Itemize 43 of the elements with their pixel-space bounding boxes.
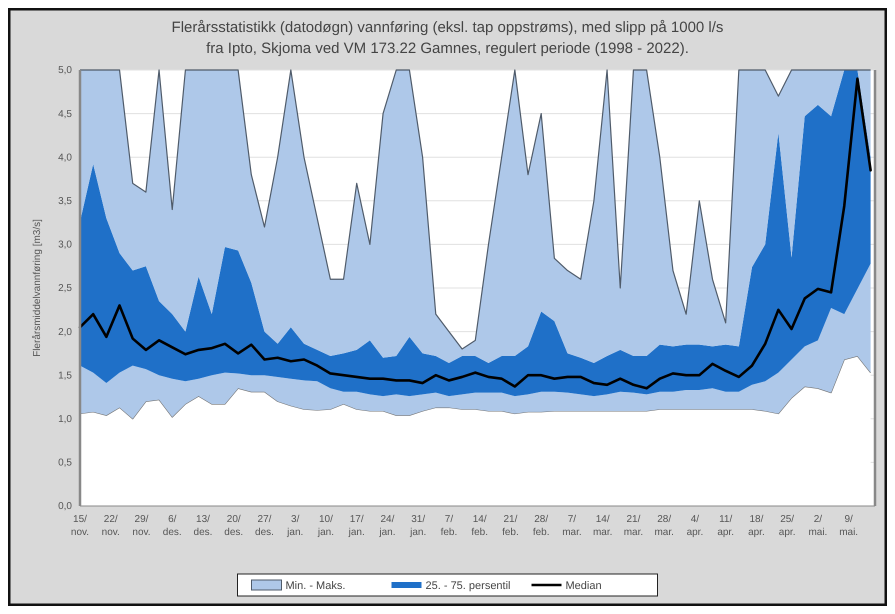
x-tick-label: 31/ jan.	[409, 514, 426, 538]
x-tick-label: 18/ apr.	[748, 514, 765, 538]
y-tick-label: 2,0	[58, 326, 72, 338]
x-tick-label: 4/ apr.	[686, 514, 704, 538]
x-tick-label: 14/ feb.	[471, 514, 488, 538]
x-tick-label: 22/ nov.	[102, 514, 120, 538]
x-tick-label: 28/ feb.	[532, 514, 550, 538]
y-tick-label: 5,0	[58, 65, 72, 76]
y-tick-label: 4,5	[58, 108, 72, 120]
x-tick-label: 21/ mar.	[624, 514, 644, 538]
y-tick-label: 4,0	[58, 152, 72, 164]
x-tick-label: 7/ feb.	[440, 514, 458, 538]
x-tick-label: 9/ mai.	[839, 514, 858, 538]
x-tick-label: 24/ jan.	[378, 514, 396, 538]
x-tick-label: 11/ apr.	[717, 514, 734, 538]
x-tick-label: 20/ des.	[224, 514, 244, 538]
y-tick-label: 1,5	[58, 370, 72, 382]
y-tick-label: 2,5	[58, 283, 72, 294]
x-tick-label: 10/ jan.	[316, 514, 334, 538]
x-tick-label: 25/ apr.	[778, 514, 796, 538]
y-tick-label: 3,5	[58, 196, 72, 207]
legend-label: 25. - 75. persentil	[426, 580, 510, 592]
x-tick-label: 6/ des.	[162, 514, 182, 538]
x-tick-label: 21/ feb.	[502, 514, 519, 538]
y-axis-title: Flerårsmiddelvannføring [m3/s]	[31, 218, 43, 357]
x-tick-label: 28/ mar.	[654, 514, 674, 538]
x-tick-label: 3/ jan.	[286, 514, 304, 538]
x-tick-label: 14/ mar.	[592, 514, 612, 538]
x-tick-label: 13/ des.	[194, 514, 212, 538]
chart-title: Flerårsstatistikk (datodøgn) vannføring (eksl. tap oppstrøms), med slipp på 1000 l/s	[172, 19, 724, 36]
y-tick-label: 0,0	[58, 501, 72, 512]
y-tick-label: 3,0	[58, 240, 72, 251]
y-tick-label: 1,0	[58, 414, 72, 425]
x-tick-label: 27/ des.	[255, 514, 274, 538]
legend-label: Min. - Maks.	[286, 580, 346, 592]
chart-subtitle: fra Ipto, Skjoma ved VM 173.22 Gamnes, regulert periode (1998 - 2022).	[206, 40, 689, 57]
legend-label: Median	[566, 580, 602, 592]
x-tick-label: 29/ nov.	[132, 514, 151, 538]
x-tick-label: 7/ mar.	[562, 514, 582, 538]
y-tick-label: 0,5	[58, 458, 72, 469]
x-tick-label: 2/ mai.	[808, 514, 828, 538]
x-tick-label: 15/ nov.	[70, 514, 90, 538]
x-tick-label: 17/ jan.	[348, 514, 365, 538]
